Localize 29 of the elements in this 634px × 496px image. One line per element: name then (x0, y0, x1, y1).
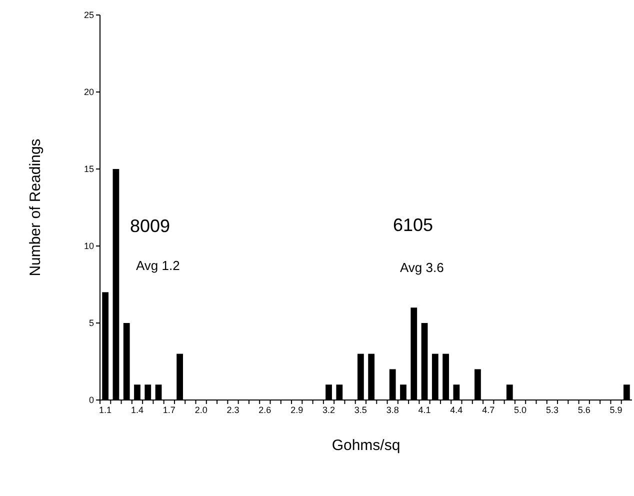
annotation: 8009 (130, 216, 170, 236)
x-tick-label: 1.7 (162, 405, 176, 415)
y-tick-label: 15 (84, 164, 94, 174)
x-axis-title: Gohms/sq (332, 437, 400, 454)
x-tick-label: 2.0 (194, 405, 208, 415)
y-tick-label: 0 (88, 395, 94, 406)
x-tick-label: 4.1 (418, 405, 431, 415)
y-axis-title: Number of Readings (27, 138, 44, 276)
x-tick-label: 3.5 (354, 405, 367, 415)
x-tick-label: 2.9 (290, 405, 304, 415)
x-tick-label: 2.6 (258, 405, 272, 415)
x-tick-label: 5.9 (610, 405, 622, 415)
x-tick-label: 5.3 (546, 405, 558, 415)
x-tick-label: 4.4 (450, 405, 463, 415)
x-tick-label: 2.3 (226, 405, 240, 415)
annotation: Avg 1.2 (136, 258, 180, 273)
y-tick-label: 20 (84, 87, 94, 98)
y-tick-label: 25 (84, 10, 94, 20)
annotation: Avg 3.6 (400, 260, 444, 275)
x-tick-label: 3.2 (322, 405, 336, 415)
y-tick-label: 10 (84, 241, 94, 252)
x-tick-label: 5.6 (578, 405, 590, 415)
x-tick-label: 5.0 (514, 405, 527, 415)
x-tick-label: 1.4 (130, 405, 144, 415)
x-tick-label: 1.1 (99, 405, 112, 415)
annotation: 6105 (393, 215, 434, 235)
x-tick-label: 3.8 (386, 405, 399, 415)
y-tick-label: 5 (88, 318, 94, 328)
x-tick-label: 4.7 (482, 405, 495, 415)
